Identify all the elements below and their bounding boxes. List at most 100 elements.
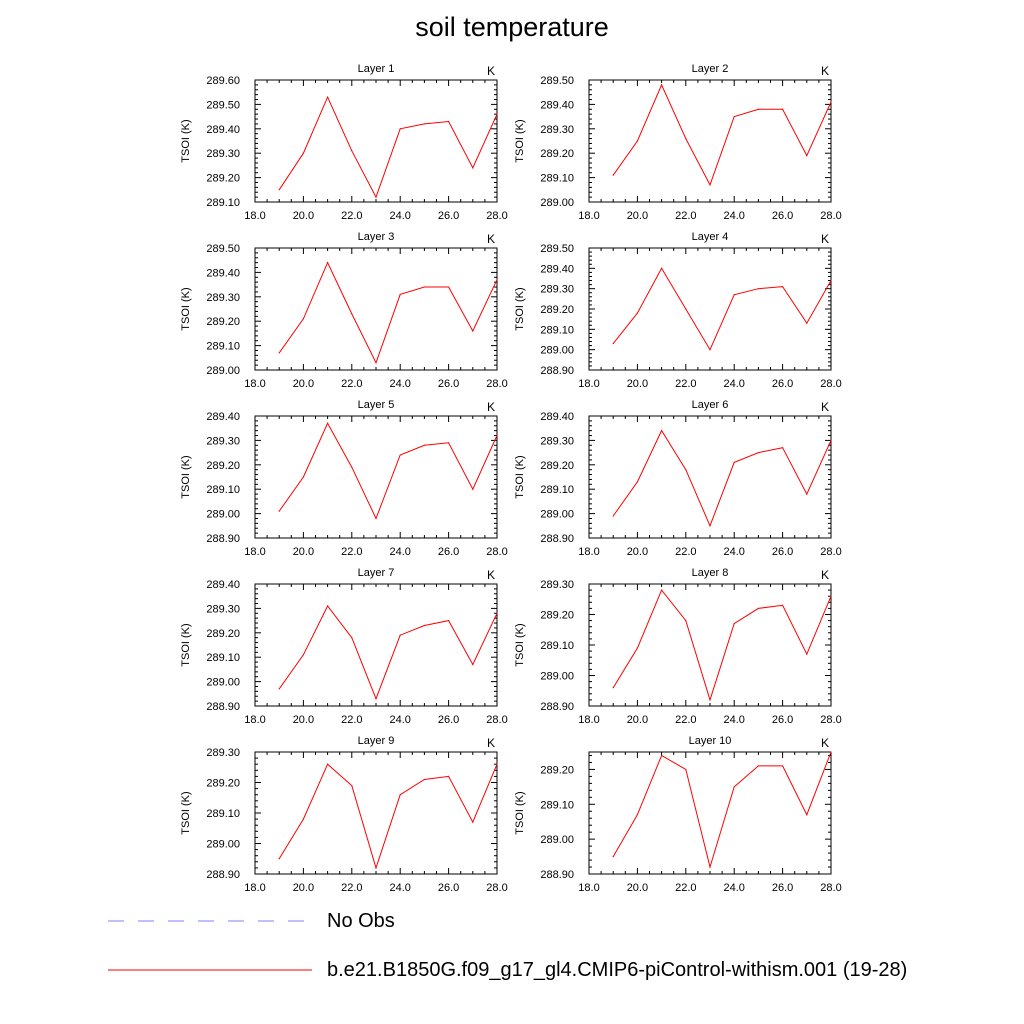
data-point [496,763,498,765]
y-tick-label: 288.90 [540,701,574,713]
x-tick-label: 18.0 [578,546,599,558]
data-point [327,96,329,98]
data-point [709,866,711,868]
y-tick-label: 289.20 [206,173,240,185]
y-tick-label: 289.10 [206,341,240,353]
data-point [709,184,711,186]
panel-layer-3: Layer 3 K TSOI (K) 18.0 20.0 22.0 24.0 26.0 28.0… [180,231,508,390]
y-tick-label: 289.40 [540,411,574,423]
x-tick-label: 18.0 [244,210,265,222]
data-point [636,481,639,483]
y-tick-label: 288.90 [540,533,574,545]
data-point [782,286,784,288]
y-tick-label: 289.40 [206,411,240,423]
y-tick-label: 289.00 [540,197,574,209]
data-point [448,775,450,778]
x-tick-label: 18.0 [578,714,599,726]
x-tick-label: 18.0 [578,210,599,222]
x-tick-label: 24.0 [389,714,410,726]
data-point [423,778,425,781]
x-tick-label: 28.0 [486,714,507,726]
x-tick-label: 20.0 [293,882,314,894]
x-tick-label: 26.0 [772,714,793,726]
x-tick-label: 26.0 [772,546,793,558]
x-tick-label: 28.0 [486,210,507,222]
data-point [496,113,498,115]
data-point [733,116,735,118]
x-tick-label: 20.0 [293,378,314,390]
data-point [472,330,474,332]
data-point [830,101,832,103]
x-tick-label: 18.0 [244,546,265,558]
panel-units: K [821,64,829,78]
data-point [733,623,735,625]
data-point [661,430,663,432]
y-tick-label: 289.40 [206,267,240,279]
y-tick-label: 289.30 [206,603,240,615]
x-tick-label: 24.0 [389,882,410,894]
x-tick-label: 28.0 [486,546,507,558]
y-tick-label: 289.40 [206,124,240,136]
y-tick-label: 289.50 [540,243,574,255]
data-point [375,196,377,198]
y-tick-label: 288.90 [540,365,574,377]
data-point [806,493,808,495]
panel-title: Layer 9 [358,735,395,747]
data-point [685,469,687,471]
data-point [806,155,808,157]
data-point [448,120,450,123]
y-tick-label: 288.90 [206,869,240,881]
data-point [399,794,401,796]
data-point [782,108,784,110]
panel-title: Layer 3 [358,231,395,243]
y-axis-label: TSOI (K) [180,791,192,834]
series-line [278,95,498,199]
data-point [351,466,353,468]
panel-units: K [821,232,829,246]
series-line [612,83,832,187]
x-tick-label: 18.0 [244,882,265,894]
y-tick-label: 289.50 [206,243,240,255]
y-tick-label: 289.40 [206,579,240,591]
data-point [278,688,280,690]
y-tick-label: 289.00 [540,671,574,683]
y-tick-label: 289.10 [540,173,574,185]
y-tick-label: 289.30 [540,579,574,591]
data-point [399,128,401,130]
y-axis-label: TSOI (K) [514,623,526,666]
data-point [496,612,498,614]
y-axis-label: TSOI (K) [514,287,526,330]
data-point [375,698,377,700]
y-tick-label: 289.50 [206,99,240,111]
data-point [423,624,425,627]
y-tick-label: 289.10 [206,484,240,496]
y-tick-label: 289.40 [540,263,574,275]
panel-title: Layer 10 [689,735,732,747]
data-point [399,293,401,295]
y-tick-label: 289.20 [540,148,574,160]
y-tick-label: 289.10 [206,652,240,664]
x-tick-label: 22.0 [675,378,696,390]
x-tick-label: 24.0 [723,546,744,558]
y-tick-label: 289.00 [540,834,574,846]
x-tick-label: 20.0 [627,210,648,222]
series-line [612,429,832,528]
y-axis-label: TSOI (K) [180,287,192,330]
x-tick-label: 26.0 [438,378,459,390]
x-tick-label: 20.0 [293,546,314,558]
data-point [709,525,711,527]
data-point [830,595,832,597]
data-point [830,279,832,282]
panel-layer-10: Layer 10 K TSOI (K) 18.0 20.0 22.0 24.0 26.0 28.… [514,735,842,894]
data-point [472,663,474,666]
panel-layer-7: Layer 7 K TSOI (K) 18.0 20.0 22.0 24.0 26.0 28.0… [180,567,508,726]
data-point [423,444,425,446]
data-point [806,653,808,655]
x-tick-label: 18.0 [244,378,265,390]
panel-units: K [821,568,829,582]
y-tick-label: 289.30 [540,284,574,296]
data-point [351,784,353,787]
x-tick-label: 28.0 [820,714,841,726]
panel-title: Layer 4 [692,231,729,243]
